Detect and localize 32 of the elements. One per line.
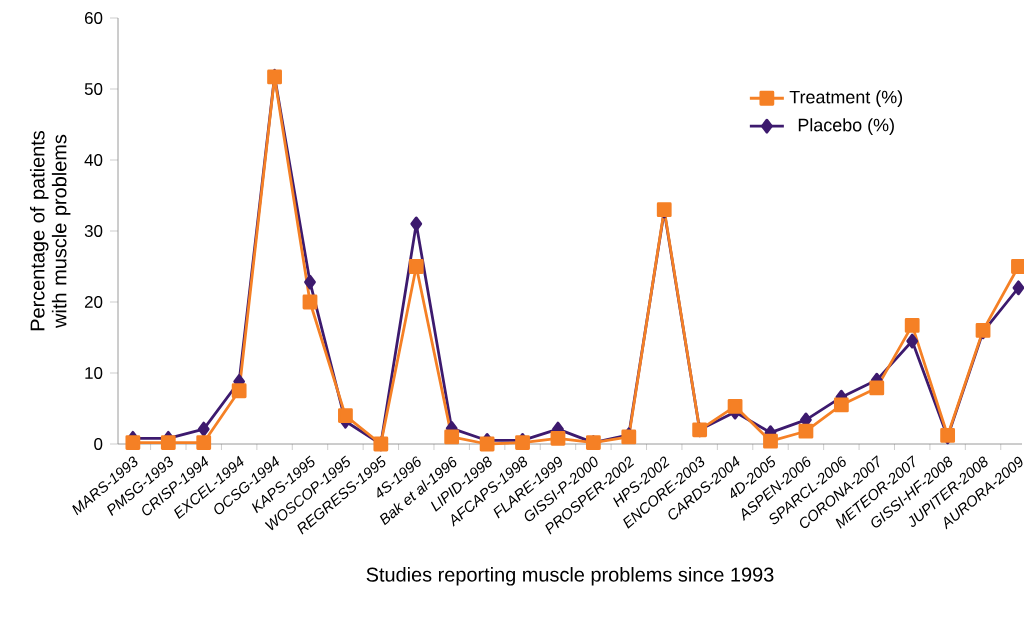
point — [338, 408, 353, 423]
legend-label: Placebo (%) — [798, 118, 894, 135]
y-tick-label: 20 — [84, 296, 103, 308]
point — [833, 397, 849, 413]
point — [410, 216, 423, 232]
point — [231, 383, 247, 399]
y-axis-title: Percentage of patients with muscle problems — [29, 130, 71, 331]
point — [408, 259, 424, 274]
point — [727, 398, 743, 414]
y-tick-label: 0 — [94, 438, 103, 450]
point — [1012, 280, 1024, 296]
point — [125, 435, 141, 450]
y-tick-label: 30 — [84, 225, 103, 237]
y-tick-label: 40 — [84, 154, 103, 166]
y-tick-label: 50 — [84, 83, 103, 95]
point — [904, 318, 920, 333]
point — [302, 294, 318, 310]
y-tick-label: 10 — [85, 367, 103, 379]
point — [798, 423, 814, 439]
point — [869, 380, 885, 396]
legend-label: Treatment (%) — [789, 90, 903, 107]
point — [444, 429, 460, 445]
point — [197, 421, 210, 437]
point — [550, 430, 566, 446]
point — [304, 274, 316, 290]
point — [479, 436, 495, 452]
y-tick-label: 60 — [85, 12, 103, 24]
point — [196, 435, 212, 450]
x-axis-title: Studies reporting muscle problems since 1993 — [366, 567, 774, 586]
point — [160, 435, 176, 450]
point — [906, 333, 919, 349]
point — [763, 433, 778, 449]
